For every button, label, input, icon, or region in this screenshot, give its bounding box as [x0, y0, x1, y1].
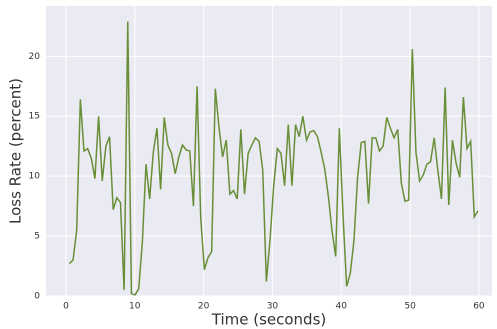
x-tick-label: 10 [129, 302, 141, 312]
x-tick-label: 40 [336, 302, 348, 312]
y-tick-label: 0 [34, 292, 40, 302]
x-axis-label: Time (seconds) [211, 311, 327, 329]
y-tick-label: 10 [29, 172, 41, 182]
y-tick-label: 20 [29, 52, 41, 62]
x-tick-label: 50 [404, 302, 416, 312]
y-tick-label: 15 [29, 112, 40, 122]
x-tick-label: 60 [473, 302, 485, 312]
y-tick-label: 5 [34, 232, 40, 242]
x-tick-label: 0 [63, 302, 69, 312]
x-tick-label: 20 [198, 302, 210, 312]
x-tick-label: 30 [267, 302, 279, 312]
data-line [68, 21, 479, 296]
y-axis-label: Loss Rate (percent) [7, 78, 25, 224]
